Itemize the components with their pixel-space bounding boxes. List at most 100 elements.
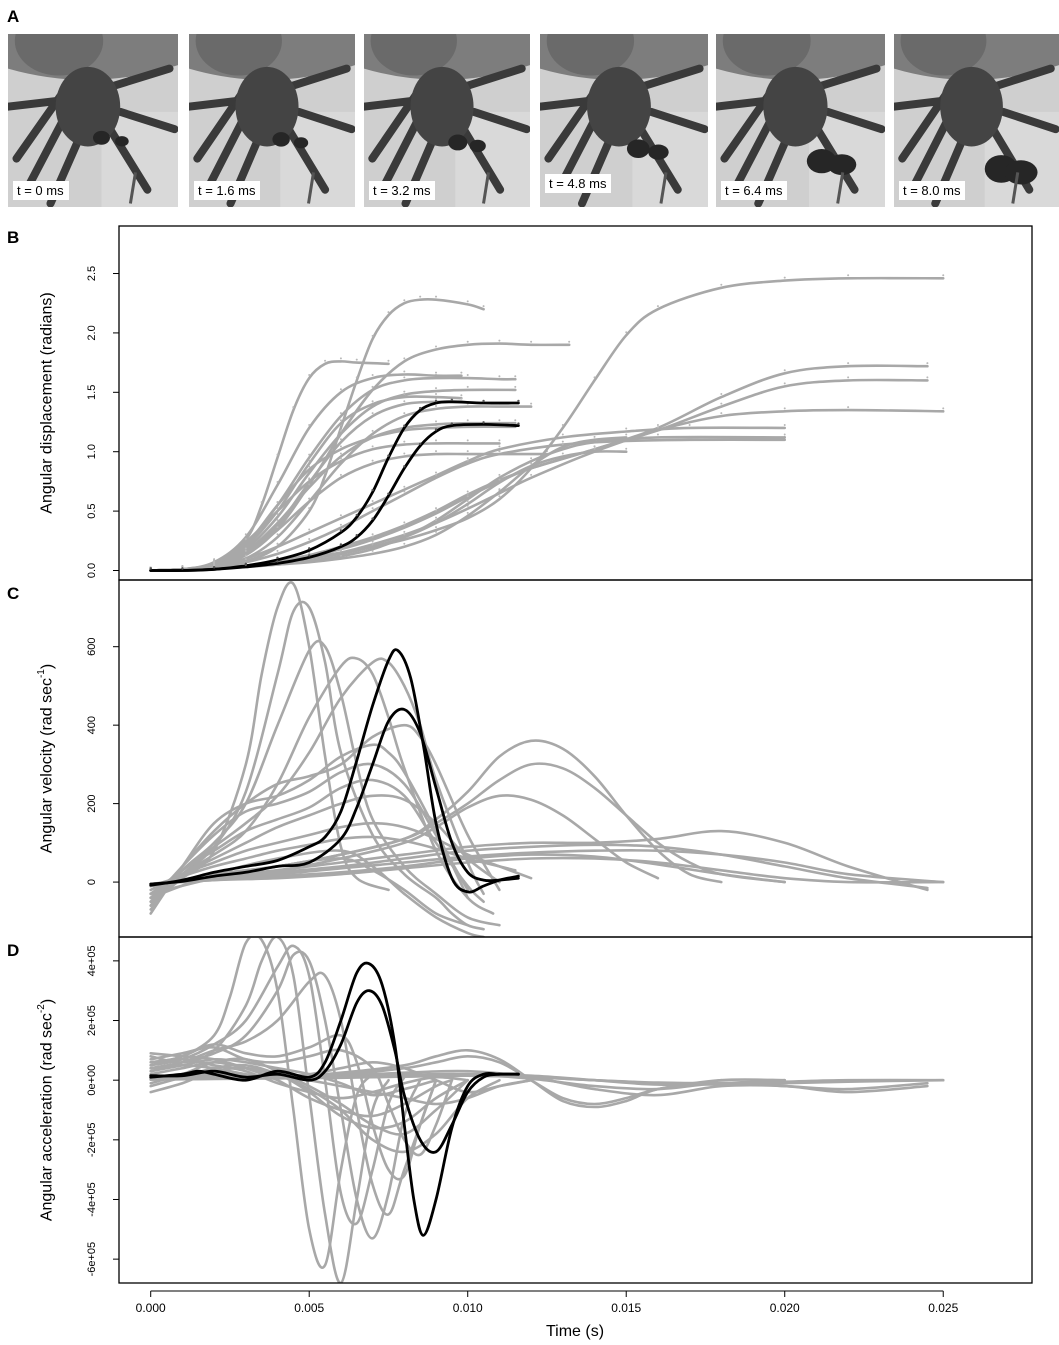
- trace-point-other: [435, 295, 438, 298]
- trace-point-highlight: [149, 567, 152, 570]
- photo-stalk: [659, 172, 668, 204]
- trace-point-other: [656, 423, 659, 426]
- trace-point-other: [435, 371, 438, 374]
- panel-a-letter: A: [7, 7, 20, 26]
- trace-point-other: [435, 516, 438, 519]
- y-tick-label: 0e+00: [86, 1065, 98, 1096]
- trace-line-other: [149, 849, 945, 886]
- trace-point-other: [514, 419, 517, 422]
- trace-point-highlight: [276, 560, 279, 563]
- trace-line-highlight: [149, 989, 520, 1154]
- trace-point-other: [847, 274, 850, 277]
- trace-point-other: [466, 511, 469, 514]
- trace-point-highlight: [403, 424, 406, 428]
- trace-point-other: [339, 549, 342, 552]
- y-tick-label: 2.5: [86, 266, 98, 281]
- photo-spider-appendage: [1004, 160, 1038, 185]
- trace-point-other: [942, 274, 945, 277]
- x-tick-label: 0.020: [770, 1301, 800, 1315]
- trace-point-other: [498, 419, 501, 422]
- trace-point-other: [720, 402, 723, 405]
- photo-spider-body: [55, 66, 121, 147]
- panel-b-letter: B: [7, 228, 20, 247]
- trace-point-other: [371, 374, 374, 377]
- photo-spider-leg: [116, 107, 178, 134]
- trace-point-other: [783, 423, 786, 426]
- trace-point-other: [466, 499, 469, 502]
- trace-point-other: [419, 295, 422, 298]
- trace-line-other: [149, 1057, 469, 1136]
- trace-point-other: [308, 552, 311, 555]
- trace-point-other: [403, 440, 406, 443]
- trace-point-highlight: [181, 567, 184, 570]
- video-frame: t = 8.0 ms: [894, 34, 1059, 207]
- trace-point-other: [593, 376, 596, 379]
- trace-point-other: [593, 447, 596, 450]
- trace-point-other: [656, 433, 659, 436]
- trace-point-highlight: [418, 406, 422, 410]
- y-tick-label: 4e+05: [86, 945, 98, 976]
- trace-point-other: [720, 412, 723, 415]
- trace-point-other: [339, 523, 342, 526]
- trace-point-other: [435, 450, 438, 453]
- trace-point-other: [371, 400, 374, 403]
- trace-point-other: [339, 452, 342, 455]
- trace-point-highlight: [276, 556, 279, 560]
- video-frame: t = 4.8 ms: [540, 34, 708, 207]
- y-tick-label: 400: [86, 716, 98, 734]
- trace-point-other: [561, 442, 564, 445]
- trace-point-other: [466, 492, 469, 495]
- photo-stalk: [307, 172, 315, 204]
- photo-spider-appendage: [626, 139, 650, 159]
- photo-spider-leg: [462, 64, 526, 90]
- trace-point-other: [466, 340, 469, 343]
- y-tick-label: -4e+05: [86, 1182, 98, 1217]
- spider-photo: [8, 34, 178, 207]
- trace-point-other: [926, 362, 929, 365]
- trace-line-other: [149, 829, 929, 892]
- y-tick-label: -2e+05: [86, 1123, 98, 1158]
- trace-point-other: [625, 331, 628, 334]
- trace-point-other: [435, 404, 438, 407]
- trace-point-other: [403, 530, 406, 533]
- trace-line-other: [149, 971, 438, 1216]
- photo-spider-leg: [109, 64, 174, 90]
- y-axis-label: Angular velocity (rad sec-1): [36, 664, 56, 853]
- y-tick-label: 2.0: [86, 325, 98, 340]
- trace-point-other: [308, 459, 311, 462]
- trace-point-other: [561, 423, 564, 426]
- trace-point-other: [720, 393, 723, 396]
- trace-point-other: [783, 407, 786, 410]
- trace-point-highlight: [339, 529, 343, 532]
- trace-line-highlight: [149, 707, 520, 886]
- trace-point-other: [561, 452, 564, 455]
- photo-probe: [546, 34, 635, 76]
- trace-point-highlight: [244, 563, 248, 567]
- trace-point-highlight: [450, 398, 454, 402]
- trace-point-other: [292, 406, 295, 409]
- video-frame: t = 1.6 ms: [189, 34, 355, 207]
- spider-photo: [540, 34, 708, 207]
- trace-point-other: [498, 339, 501, 342]
- trace-point-other: [403, 542, 406, 545]
- trace-point-other: [371, 542, 374, 545]
- trace-line-other: [149, 657, 485, 896]
- trace-point-other: [308, 507, 311, 510]
- trace-line-other: [149, 762, 469, 903]
- frame-time-label: t = 3.2 ms: [369, 181, 436, 200]
- trace-point-other: [403, 521, 406, 524]
- x-tick-label: 0.000: [136, 1301, 166, 1315]
- trace-line-other: [149, 1052, 454, 1118]
- trace-point-other: [435, 420, 438, 423]
- photo-stalk: [836, 172, 845, 204]
- trace-point-other: [514, 375, 517, 378]
- trace-point-other: [435, 387, 438, 390]
- trace-point-highlight: [387, 492, 390, 495]
- trace-point-other: [308, 465, 311, 468]
- panel-c-chart: 0 200 400 600 Angular velocity (rad sec-1): [36, 579, 1033, 938]
- trace-point-other: [403, 400, 406, 403]
- trace-point-other: [460, 371, 463, 374]
- trace-point-other: [339, 457, 342, 460]
- trace-point-other: [435, 473, 438, 476]
- trace-point-other: [498, 445, 501, 448]
